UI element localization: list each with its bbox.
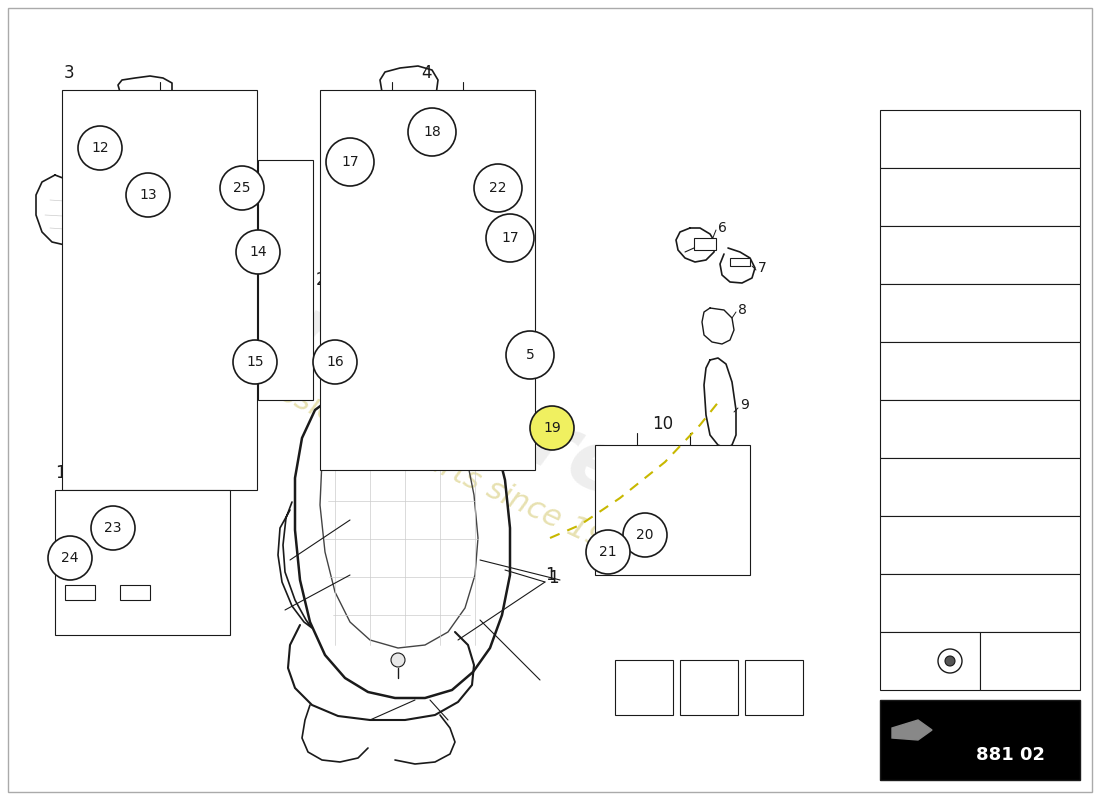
- Text: 21: 21: [890, 131, 910, 146]
- Circle shape: [91, 506, 135, 550]
- Text: 18: 18: [890, 306, 910, 321]
- Bar: [62, 90, 257, 490]
- Text: 14: 14: [890, 538, 910, 553]
- Text: 19: 19: [890, 247, 910, 262]
- Text: 25: 25: [890, 654, 910, 669]
- Text: 22: 22: [490, 181, 507, 195]
- Text: 25: 25: [233, 181, 251, 195]
- Text: eurospares: eurospares: [174, 242, 686, 538]
- Text: 20 21: 20 21: [627, 451, 663, 465]
- Text: 15: 15: [246, 355, 264, 369]
- Bar: [880, 458, 1080, 516]
- Bar: [745, 660, 803, 715]
- Bar: [615, 660, 673, 715]
- Text: 10: 10: [652, 415, 673, 433]
- Text: 7: 7: [758, 261, 767, 275]
- Circle shape: [236, 230, 280, 274]
- Text: 1: 1: [548, 569, 559, 587]
- Text: 1: 1: [544, 566, 556, 584]
- Text: 12: 12: [990, 654, 1010, 669]
- Text: 19: 19: [543, 421, 561, 435]
- Bar: [880, 284, 1080, 342]
- Text: 23: 23: [104, 521, 122, 535]
- Circle shape: [586, 530, 630, 574]
- Text: 11: 11: [55, 464, 76, 482]
- Circle shape: [233, 340, 277, 384]
- Text: 22: 22: [751, 668, 769, 682]
- Bar: [120, 585, 150, 600]
- Bar: [320, 90, 535, 470]
- Bar: [980, 632, 1080, 690]
- Text: 24: 24: [621, 668, 638, 682]
- Circle shape: [945, 656, 955, 666]
- Circle shape: [126, 173, 170, 217]
- Polygon shape: [892, 720, 932, 740]
- Circle shape: [326, 138, 374, 186]
- Bar: [880, 632, 980, 690]
- Circle shape: [623, 513, 667, 557]
- Text: 16: 16: [326, 355, 344, 369]
- Bar: [880, 110, 1080, 168]
- Bar: [880, 516, 1080, 574]
- Text: 5: 5: [526, 348, 535, 362]
- Circle shape: [474, 164, 522, 212]
- Text: 8: 8: [738, 303, 747, 317]
- Text: 6: 6: [718, 221, 727, 235]
- Text: 23: 23: [686, 668, 704, 682]
- Text: 2: 2: [316, 271, 327, 289]
- Bar: [880, 700, 1080, 780]
- Bar: [55, 490, 230, 635]
- Bar: [258, 160, 314, 400]
- Circle shape: [390, 653, 405, 667]
- Text: 20: 20: [890, 190, 910, 205]
- Circle shape: [78, 126, 122, 170]
- Text: 17: 17: [502, 231, 519, 245]
- Text: 21: 21: [600, 545, 617, 559]
- Text: 16: 16: [890, 422, 910, 437]
- Text: 24: 24: [62, 551, 79, 565]
- Circle shape: [938, 649, 962, 673]
- Circle shape: [48, 536, 92, 580]
- Text: 13: 13: [890, 595, 910, 610]
- Bar: [730, 258, 750, 266]
- Bar: [880, 574, 1080, 632]
- Bar: [595, 445, 750, 575]
- Text: 14: 14: [250, 245, 267, 259]
- Bar: [880, 168, 1080, 226]
- Bar: [880, 226, 1080, 284]
- Bar: [694, 238, 716, 250]
- Circle shape: [530, 406, 574, 450]
- Text: 17: 17: [890, 363, 910, 378]
- Bar: [880, 342, 1080, 400]
- Text: 3: 3: [64, 64, 75, 82]
- Text: 15: 15: [890, 479, 910, 494]
- Circle shape: [220, 166, 264, 210]
- Text: 18: 18: [424, 125, 441, 139]
- Bar: [65, 585, 95, 600]
- Circle shape: [506, 331, 554, 379]
- Circle shape: [408, 108, 456, 156]
- Text: a passion for parts since 1985: a passion for parts since 1985: [214, 350, 645, 570]
- Text: 12: 12: [91, 141, 109, 155]
- Text: 20: 20: [636, 528, 653, 542]
- Text: 9: 9: [740, 398, 749, 412]
- Text: 4: 4: [421, 64, 432, 82]
- Text: 13: 13: [140, 188, 157, 202]
- Text: 881 02: 881 02: [976, 746, 1045, 764]
- Circle shape: [314, 340, 358, 384]
- Bar: [680, 660, 738, 715]
- Bar: [880, 400, 1080, 458]
- Circle shape: [486, 214, 534, 262]
- Text: 17: 17: [341, 155, 359, 169]
